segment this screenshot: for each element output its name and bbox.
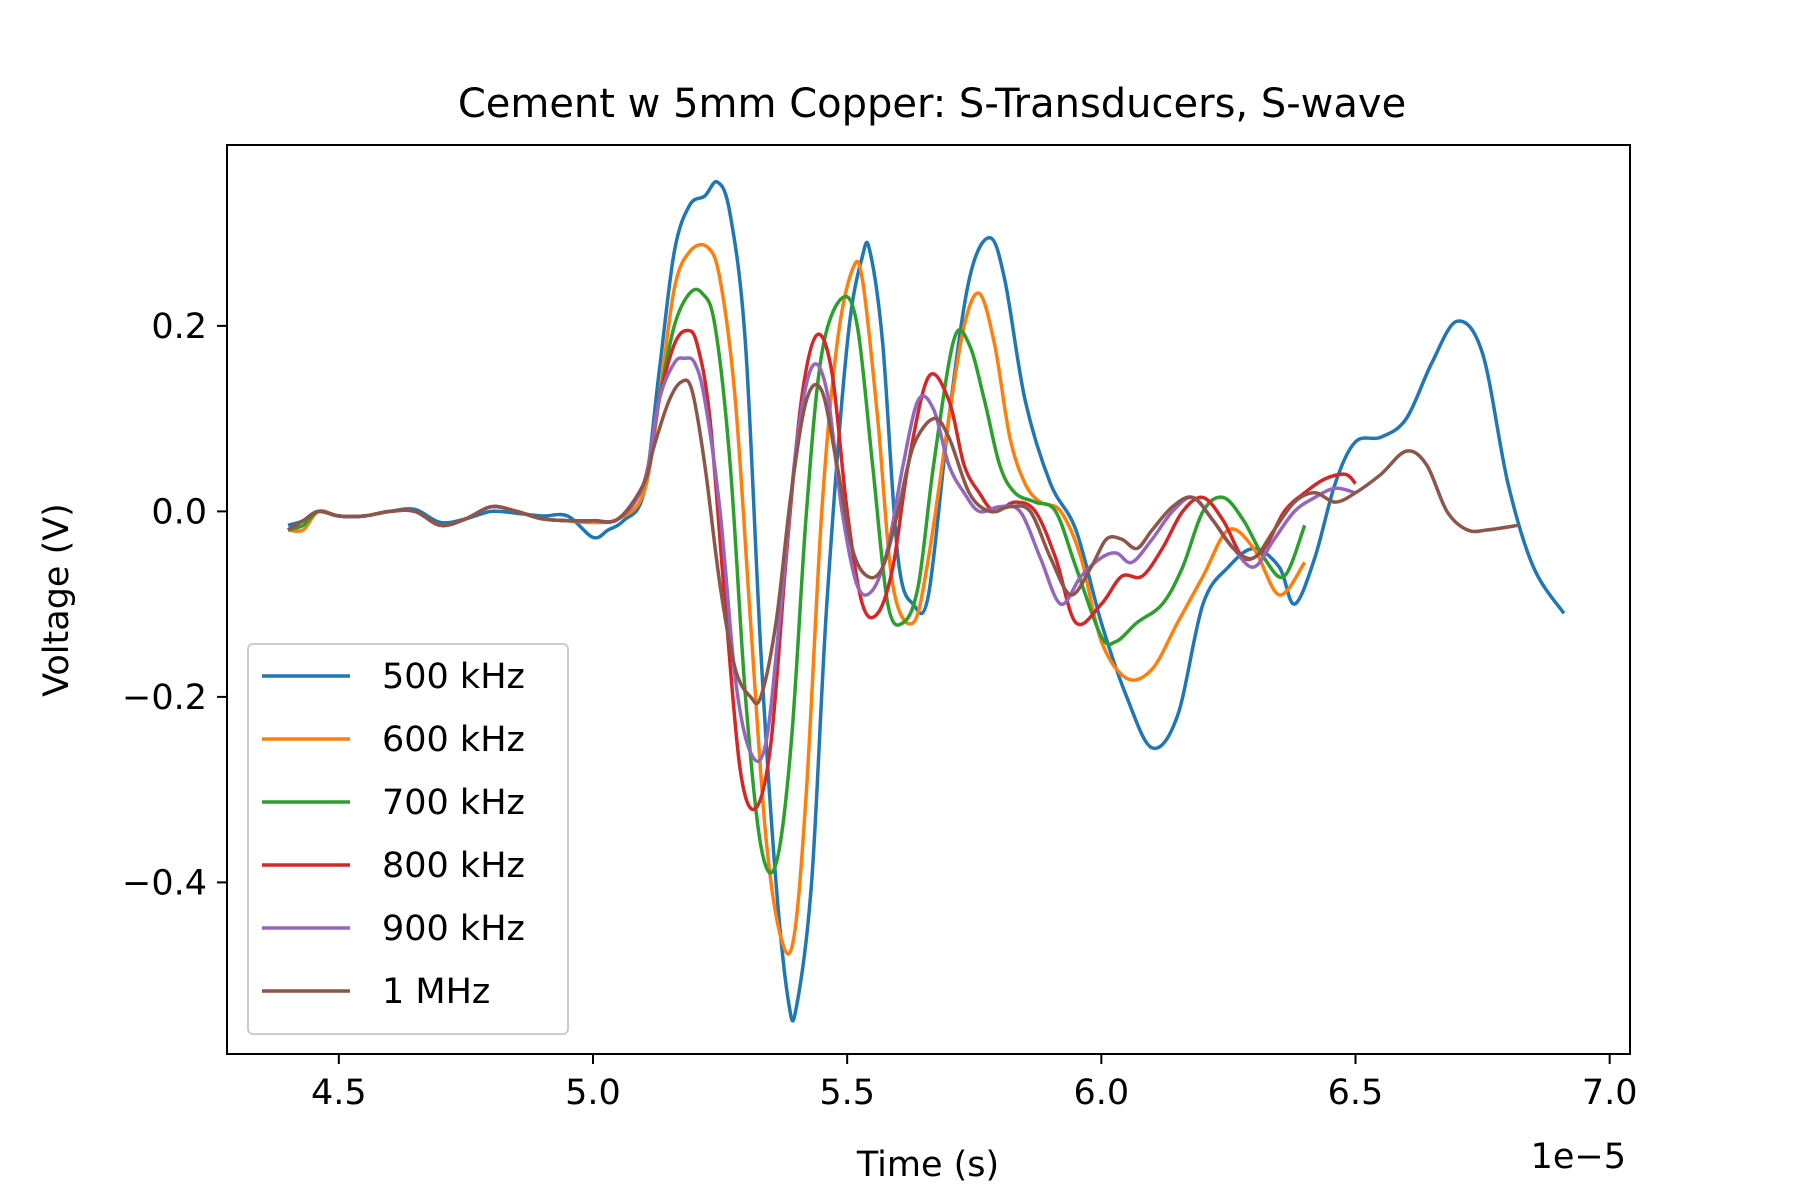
legend: 500 kHz 600 kHz 700 kHz 800 kHz 900 kHz 1 MHz	[247, 643, 569, 1035]
x-tick-label: 6.0	[1073, 1073, 1129, 1113]
legend-label: 800 kHz	[382, 846, 525, 886]
legend-label: 700 kHz	[382, 783, 525, 823]
x-axis: 4.5 5.0 5.5 6.0 6.5 7.0	[311, 1054, 1638, 1113]
legend-label: 600 kHz	[382, 720, 525, 760]
x-tick-label: 5.5	[819, 1073, 875, 1113]
x-tick-label: 7.0	[1582, 1073, 1638, 1113]
y-axis-label: Voltage (V)	[37, 503, 77, 697]
series-layer	[287, 179, 1566, 1023]
y-tick-label: −0.4	[122, 863, 207, 903]
legend-items: 500 kHz 600 kHz 700 kHz 800 kHz 900 kHz 1 MHz	[262, 657, 525, 1012]
legend-box	[247, 643, 569, 1035]
series-line-5	[287, 378, 1519, 706]
y-tick-label: −0.2	[122, 678, 207, 718]
y-tick-label: 0.0	[151, 492, 207, 532]
legend-label: 500 kHz	[382, 657, 525, 697]
x-tick-label: 5.0	[565, 1073, 621, 1113]
legend-label: 900 kHz	[382, 909, 525, 949]
plot-frame	[226, 144, 1631, 1055]
legend-label: 1 MHz	[382, 972, 490, 1012]
y-axis: 0.2 0.0 −0.2 −0.4	[122, 307, 227, 903]
y-tick-label: 0.2	[151, 307, 207, 347]
x-tick-label: 4.5	[311, 1073, 367, 1113]
series-line-0	[287, 179, 1566, 1023]
x-tick-label: 6.5	[1328, 1073, 1384, 1113]
chart-title: Cement w 5mm Copper: S-Transducers, S-wa…	[458, 81, 1406, 127]
x-axis-label: Time (s)	[856, 1145, 999, 1185]
x-axis-offset-label: 1e−5	[1531, 1137, 1626, 1177]
